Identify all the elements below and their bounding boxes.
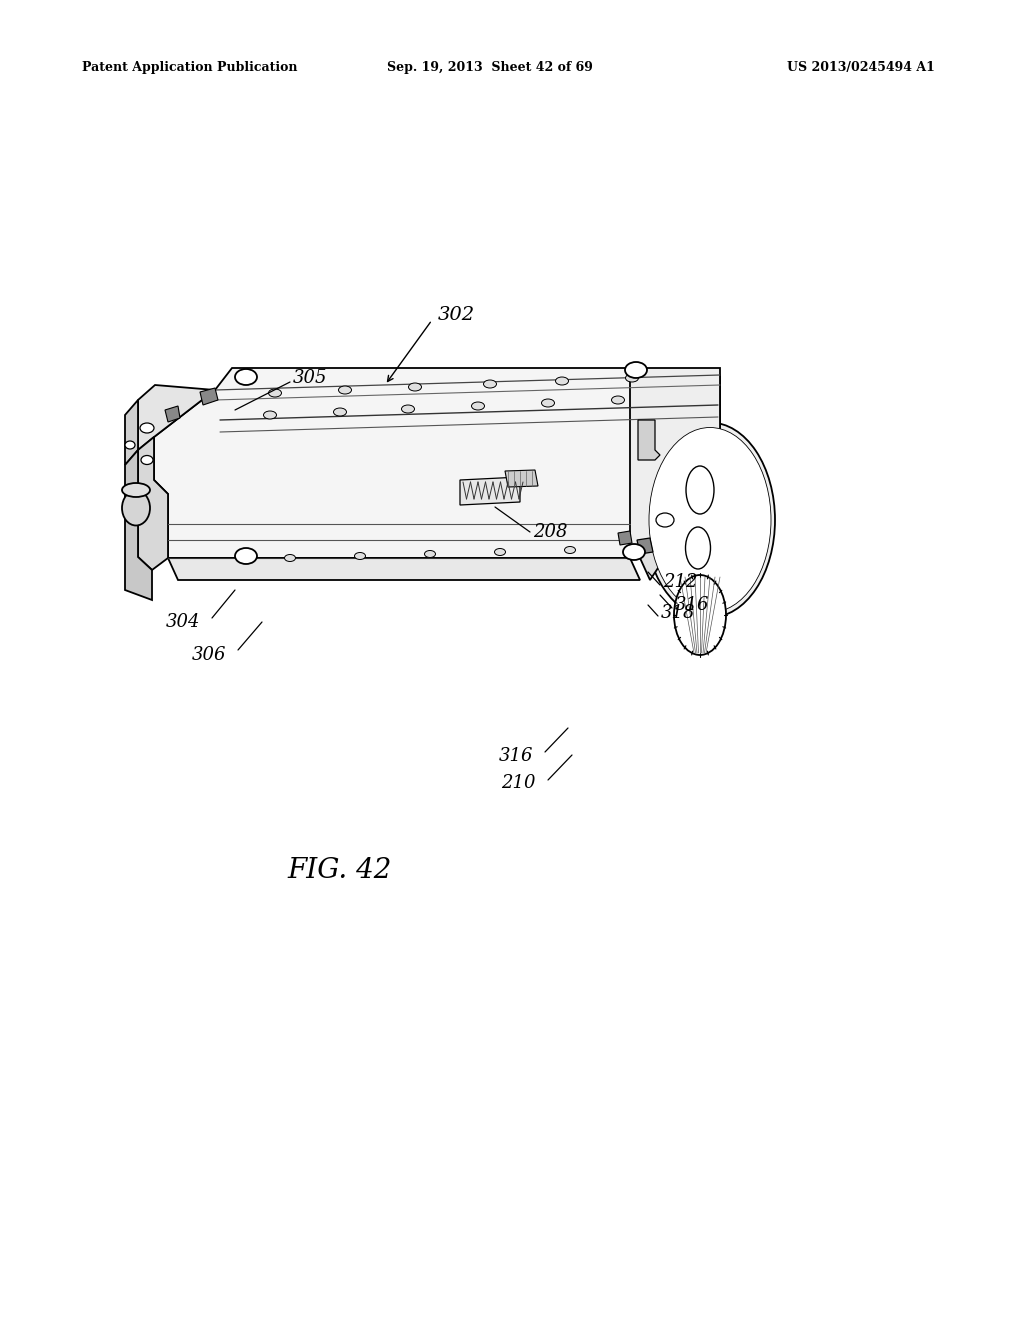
Text: 306: 306 — [191, 645, 226, 664]
Polygon shape — [138, 385, 215, 450]
Ellipse shape — [122, 491, 150, 525]
Text: 302: 302 — [438, 306, 475, 323]
Ellipse shape — [471, 403, 484, 411]
Ellipse shape — [623, 544, 645, 560]
Text: 316: 316 — [499, 747, 534, 766]
Ellipse shape — [401, 405, 415, 413]
Polygon shape — [200, 388, 218, 405]
Ellipse shape — [483, 380, 497, 388]
Text: 304: 304 — [166, 612, 200, 631]
Ellipse shape — [555, 378, 568, 385]
Ellipse shape — [125, 441, 135, 449]
Ellipse shape — [334, 408, 346, 416]
Ellipse shape — [339, 385, 351, 393]
Ellipse shape — [656, 513, 674, 527]
Text: 316: 316 — [675, 597, 710, 614]
Ellipse shape — [268, 389, 282, 397]
Text: 210: 210 — [502, 774, 536, 792]
Text: 318: 318 — [662, 605, 695, 622]
Ellipse shape — [686, 466, 714, 513]
Text: FIG. 42: FIG. 42 — [288, 857, 392, 883]
Ellipse shape — [645, 422, 775, 618]
Polygon shape — [154, 368, 720, 558]
Polygon shape — [640, 440, 730, 579]
Text: Sep. 19, 2013  Sheet 42 of 69: Sep. 19, 2013 Sheet 42 of 69 — [387, 62, 593, 74]
Polygon shape — [460, 477, 520, 506]
Polygon shape — [168, 558, 640, 579]
Ellipse shape — [649, 428, 771, 612]
Ellipse shape — [495, 549, 506, 556]
Ellipse shape — [611, 396, 625, 404]
Text: 305: 305 — [293, 370, 328, 387]
Ellipse shape — [122, 483, 150, 498]
Polygon shape — [630, 368, 720, 558]
Polygon shape — [637, 539, 653, 554]
Ellipse shape — [409, 383, 422, 391]
Polygon shape — [138, 437, 168, 570]
Ellipse shape — [263, 411, 276, 418]
Ellipse shape — [234, 370, 257, 385]
Ellipse shape — [542, 399, 555, 407]
Ellipse shape — [234, 548, 257, 564]
Text: US 2013/0245494 A1: US 2013/0245494 A1 — [787, 62, 935, 74]
Polygon shape — [165, 407, 180, 422]
Text: 208: 208 — [534, 523, 567, 541]
Polygon shape — [618, 531, 632, 545]
Ellipse shape — [626, 374, 639, 381]
Ellipse shape — [425, 550, 435, 557]
Polygon shape — [638, 420, 660, 459]
Text: 212: 212 — [663, 573, 697, 591]
Polygon shape — [125, 400, 138, 465]
Ellipse shape — [285, 554, 296, 561]
Polygon shape — [125, 450, 152, 601]
Text: Patent Application Publication: Patent Application Publication — [82, 62, 298, 74]
Ellipse shape — [140, 422, 154, 433]
Ellipse shape — [625, 362, 647, 378]
Ellipse shape — [674, 576, 726, 655]
Ellipse shape — [354, 553, 366, 560]
Ellipse shape — [685, 527, 711, 569]
Polygon shape — [505, 470, 538, 487]
Ellipse shape — [141, 455, 153, 465]
Ellipse shape — [564, 546, 575, 553]
